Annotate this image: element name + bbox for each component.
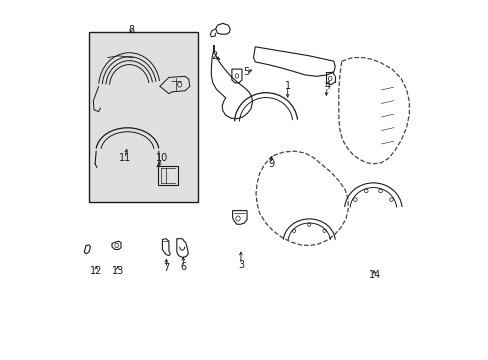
Text: 7: 7 xyxy=(163,263,169,273)
Text: 6: 6 xyxy=(180,262,186,272)
Text: 2: 2 xyxy=(210,51,217,61)
Text: 9: 9 xyxy=(268,159,274,169)
Bar xyxy=(89,32,197,202)
Text: 13: 13 xyxy=(111,266,123,276)
Text: 1: 1 xyxy=(284,81,290,91)
Text: 12: 12 xyxy=(90,266,102,276)
Text: 14: 14 xyxy=(368,270,380,280)
Text: 5: 5 xyxy=(243,67,249,77)
Text: 11: 11 xyxy=(119,153,131,163)
Text: 4: 4 xyxy=(324,81,330,91)
Text: 3: 3 xyxy=(237,260,244,270)
Text: 10: 10 xyxy=(155,153,167,163)
Text: 8: 8 xyxy=(128,24,134,35)
